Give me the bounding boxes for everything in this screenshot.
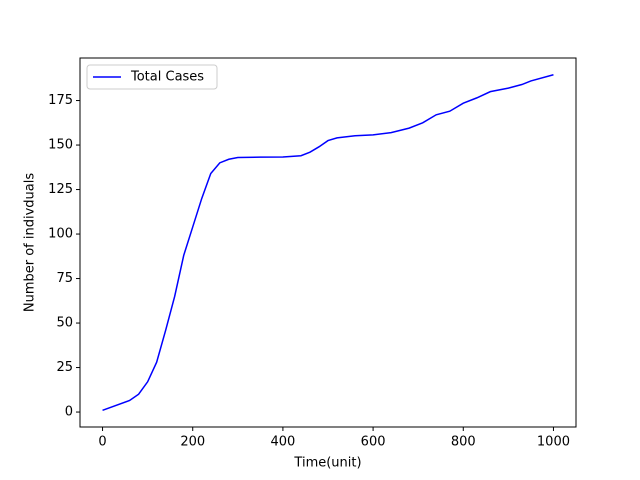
y-tick-label: 150 — [48, 138, 73, 153]
y-tick-label: 0 — [65, 405, 73, 420]
x-tick-label: 0 — [98, 435, 106, 450]
legend-box — [86, 64, 218, 90]
x-tick-label: 600 — [361, 435, 386, 450]
x-tick-label: 200 — [180, 435, 205, 450]
y-tick-label: 100 — [48, 227, 73, 242]
x-axis-label: Time(unit) — [293, 456, 361, 471]
y-tick-label: 25 — [56, 360, 73, 375]
y-tick-label: 125 — [48, 182, 73, 197]
plot-frame — [79, 57, 577, 428]
y-tick-label: 75 — [56, 271, 73, 286]
x-tick-label: 800 — [451, 435, 476, 450]
y-tick-label: 175 — [48, 93, 73, 108]
x-tick-label: 1000 — [537, 435, 570, 450]
y-tick-label: 50 — [56, 316, 73, 331]
x-tick-label: 400 — [270, 435, 295, 450]
legend-label: Total Cases — [130, 70, 204, 85]
legend: Total Cases — [86, 64, 218, 90]
y-axis-label: Number of indivduals — [23, 173, 38, 312]
data-line — [102, 74, 554, 411]
